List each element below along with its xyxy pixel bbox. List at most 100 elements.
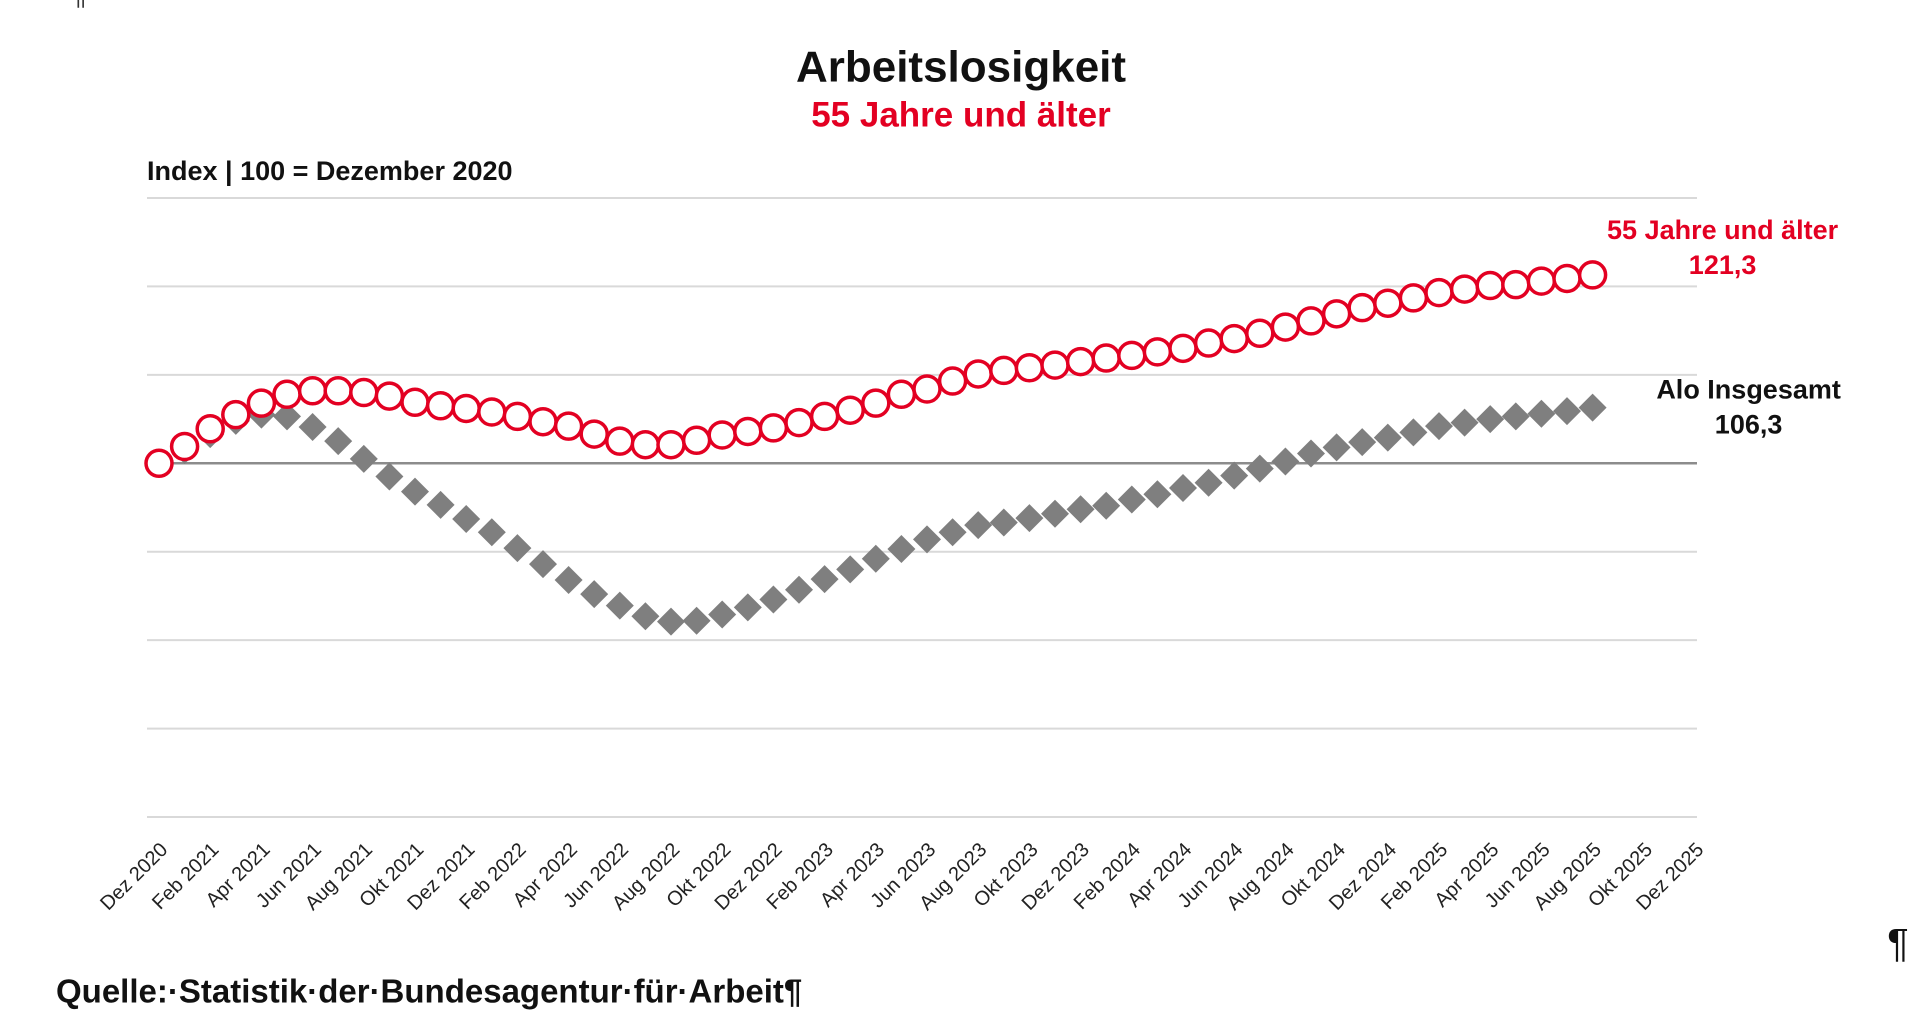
data-point — [1501, 269, 1531, 300]
data-point — [733, 593, 762, 622]
data-point — [1577, 260, 1608, 290]
data-point — [554, 566, 583, 595]
data-point — [682, 606, 711, 635]
data-point — [1553, 397, 1581, 426]
data-point — [1117, 340, 1147, 371]
data-point — [886, 379, 917, 410]
data-point — [631, 602, 660, 631]
data-point — [1220, 461, 1249, 490]
data-point — [502, 401, 533, 432]
data-point — [1142, 337, 1173, 367]
data-point — [374, 381, 405, 411]
data-point — [1373, 288, 1403, 318]
series-label: Alo Insgesamt — [1656, 375, 1841, 405]
data-point — [400, 387, 430, 418]
data-point — [503, 534, 532, 563]
data-point — [1194, 468, 1223, 497]
data-point — [324, 427, 353, 456]
data-point — [1297, 439, 1325, 468]
data-point — [708, 600, 737, 629]
data-point — [195, 414, 225, 444]
data-point — [605, 591, 634, 620]
data-point — [836, 555, 865, 584]
y-axis-label: Index | 100 = Dezember 2020 — [147, 156, 513, 186]
data-point — [1015, 504, 1044, 533]
data-point — [169, 431, 200, 462]
data-label: 121,3 — [1689, 250, 1757, 280]
data-point — [1424, 277, 1454, 308]
series-label: 55 Jahre und älter — [1607, 215, 1839, 245]
data-point — [810, 565, 839, 594]
data-point — [1270, 312, 1301, 342]
data-point — [1296, 306, 1326, 336]
data-point — [1449, 274, 1480, 304]
data-point — [989, 508, 1018, 537]
data-point — [426, 490, 455, 519]
data-point — [1041, 499, 1069, 528]
data-point — [1347, 292, 1377, 323]
data-point — [1143, 480, 1172, 509]
data-point — [579, 419, 609, 449]
data-point — [758, 413, 789, 443]
data-point — [1399, 418, 1428, 447]
data-point — [144, 448, 174, 479]
data-point — [246, 388, 277, 418]
data-point — [1476, 405, 1505, 434]
data-point — [1271, 447, 1300, 476]
data-point — [452, 504, 481, 533]
data-point — [401, 477, 429, 506]
data-point — [273, 402, 301, 431]
data-point — [1425, 412, 1453, 441]
data-point — [913, 525, 941, 554]
data-point — [375, 462, 404, 491]
data-point — [1373, 423, 1402, 452]
data-point — [323, 376, 353, 406]
data-point — [1526, 266, 1557, 296]
data-point — [1321, 299, 1352, 329]
data-point — [835, 395, 865, 425]
data-point — [451, 393, 481, 424]
data-point — [1117, 485, 1146, 514]
data-point — [1091, 343, 1121, 373]
data-point — [553, 411, 584, 441]
data-point — [656, 429, 686, 460]
data-point — [1193, 328, 1224, 358]
data-point — [1169, 474, 1197, 503]
source: Quelle:·Statistik·der·Bundesagentur·für·… — [56, 973, 802, 1010]
data-point — [580, 580, 609, 609]
data-point — [477, 397, 507, 427]
data-point — [1501, 402, 1530, 431]
pilcrow: ¶ — [1887, 922, 1908, 966]
data-point — [1245, 454, 1274, 483]
data-point — [1092, 491, 1121, 520]
data-point — [1398, 283, 1429, 313]
data-point — [989, 355, 1019, 386]
data-point — [425, 391, 456, 421]
data-point — [937, 366, 968, 396]
data-point — [1066, 495, 1095, 524]
data-point — [1475, 270, 1505, 301]
data-point — [681, 425, 712, 456]
data-point — [349, 377, 379, 408]
data-point — [1578, 393, 1607, 422]
data-point — [1014, 353, 1045, 383]
chart-subtitle: 55 Jahre und älter — [811, 95, 1111, 134]
chart-title: Arbeitslosigkeit — [796, 43, 1126, 92]
pilcrow: ¶ — [71, 0, 87, 11]
data-point — [605, 426, 635, 456]
data-point — [1219, 323, 1249, 354]
data-point — [1168, 333, 1198, 364]
data-point — [349, 444, 378, 473]
data-point — [964, 511, 993, 540]
data-point — [784, 407, 814, 438]
data-point — [809, 401, 840, 432]
data-point — [1450, 408, 1479, 437]
data-point — [1040, 350, 1070, 380]
data-point — [887, 535, 916, 564]
data-point — [707, 420, 737, 450]
data-point — [1322, 433, 1351, 462]
data-point — [528, 406, 558, 437]
data-point — [963, 359, 993, 389]
data-label: 106,3 — [1715, 410, 1783, 440]
data-point — [630, 429, 661, 460]
